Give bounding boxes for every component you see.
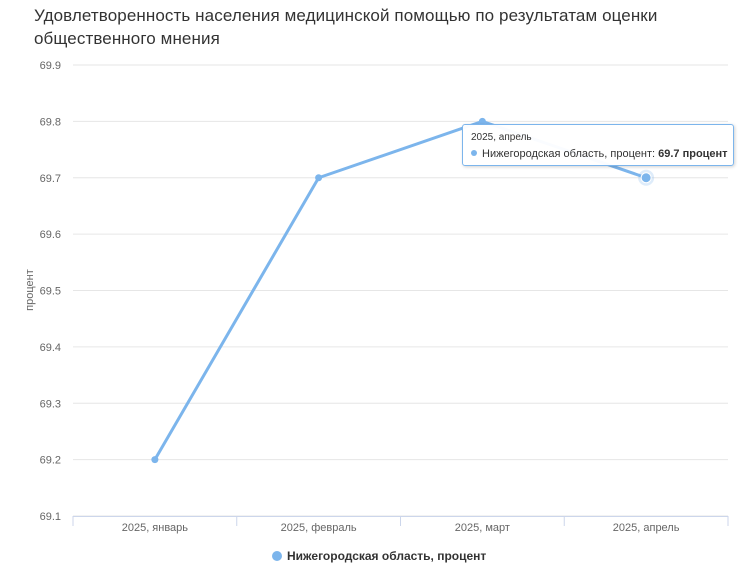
legend-symbol-icon xyxy=(272,551,282,561)
data-point[interactable] xyxy=(151,456,159,464)
y-tick-label: 69.2 xyxy=(40,455,61,467)
y-tick-label: 69.3 xyxy=(40,398,61,410)
x-tick-label: 2025, февраль xyxy=(281,522,357,534)
tooltip-header: 2025, апрель xyxy=(471,132,532,143)
y-tick-label: 69.7 xyxy=(40,173,61,185)
y-tick-label: 69.5 xyxy=(40,286,61,298)
x-axis: 2025, январь 2025, февраль 2025, март 2025,… xyxy=(72,516,729,534)
legend-label: Нижегородская область, процент xyxy=(287,549,487,563)
gridlines xyxy=(73,64,728,517)
y-tick-label: 69.1 xyxy=(40,511,61,523)
y-tick-label: 69.6 xyxy=(40,229,61,241)
tooltip-value: 69.7 процент xyxy=(658,148,728,160)
y-axis-label: процент xyxy=(24,269,36,311)
point-tooltip: 2025, апрель Нижегородская область, проц… xyxy=(462,124,734,166)
x-tick-label: 2025, март xyxy=(455,522,510,534)
x-tick-label: 2025, апрель xyxy=(613,522,680,534)
legend-item[interactable]: Нижегородская область, процент xyxy=(272,549,486,565)
data-point[interactable] xyxy=(640,172,652,184)
tooltip-label: Нижегородская область, процент: xyxy=(482,148,659,160)
tooltip-series-dot-icon xyxy=(471,150,477,156)
y-tick-label: 69.9 xyxy=(40,60,61,72)
y-axis-ticks: 69.9 69.8 69.7 69.6 69.5 69.4 69.3 69.2 69.1 xyxy=(40,60,61,523)
x-tick-label: 2025, январь xyxy=(122,522,189,534)
data-point[interactable] xyxy=(315,174,323,182)
y-tick-label: 69.4 xyxy=(40,342,61,354)
chart-title: Удовлетворенность населения медицинской … xyxy=(34,6,658,48)
y-tick-label: 69.8 xyxy=(40,116,61,128)
data-point[interactable] xyxy=(478,117,486,125)
